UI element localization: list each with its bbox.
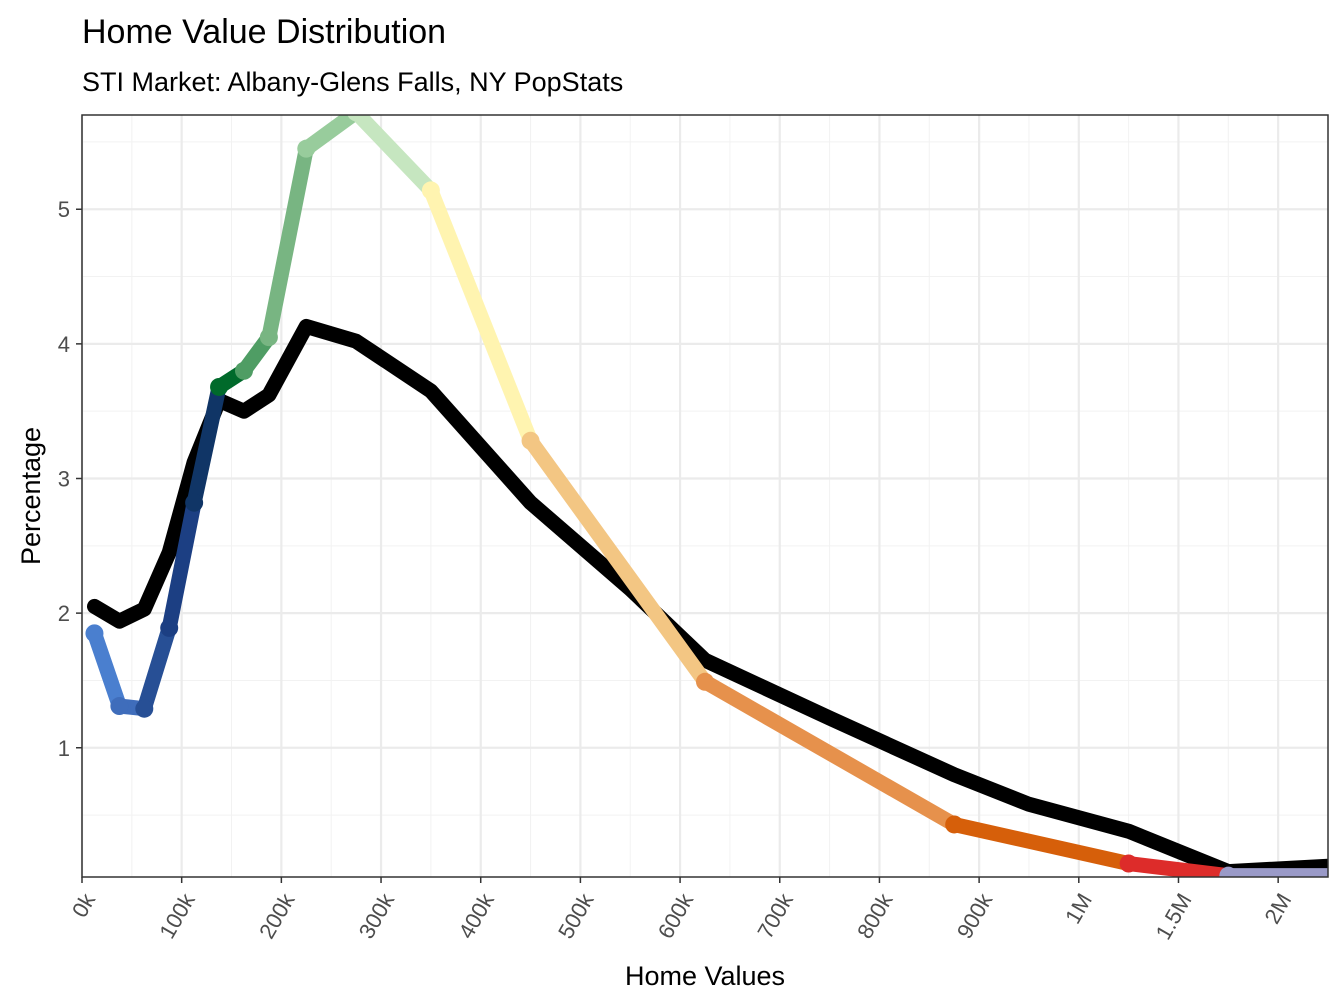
y-tick-label: 2 — [58, 601, 70, 626]
market-series-point — [135, 699, 154, 718]
market-series-point — [210, 377, 229, 396]
x-tick-label: 400k — [453, 888, 499, 943]
market-series-segment — [697, 674, 962, 832]
market-series-point — [1119, 854, 1138, 873]
x-tick-label: 800k — [852, 888, 898, 943]
x-tick-label: 300k — [354, 888, 400, 943]
chart-lines — [85, 115, 1328, 877]
chart-subtitle: STI Market: Albany-Glens Falls, NY PopSt… — [82, 67, 623, 97]
x-tick-label: 1.5M — [1151, 889, 1197, 944]
y-axis: 1 2 3 4 5 — [58, 197, 82, 761]
x-tick-label: 900k — [952, 888, 998, 943]
x-tick-label: 0k — [67, 888, 101, 921]
market-series-point — [696, 672, 714, 691]
x-tick-label: 200k — [254, 888, 300, 943]
market-series-point — [1219, 866, 1238, 877]
market-series-point — [234, 361, 253, 380]
market-series-segment — [1121, 856, 1236, 877]
y-axis-title: Percentage — [16, 427, 46, 565]
market-series-segment — [946, 816, 1137, 872]
market-series-point — [347, 115, 365, 122]
x-tick-label: 2M — [1259, 889, 1296, 928]
market-series-point — [521, 431, 540, 450]
market-series-point — [185, 493, 204, 512]
market-series-segment — [136, 620, 177, 717]
x-tick-label: 1M — [1060, 889, 1097, 928]
market-series-segment — [261, 141, 314, 345]
market-series-point — [259, 328, 278, 347]
market-series-point — [297, 139, 316, 158]
x-tick-label: 700k — [752, 888, 798, 943]
y-tick-label: 5 — [58, 197, 70, 222]
x-axis-title: Home Values — [625, 961, 785, 991]
x-tick-label: 100k — [154, 888, 200, 943]
market-series-segment — [349, 115, 439, 198]
market-series-segment — [161, 495, 202, 636]
y-tick-label: 4 — [58, 332, 70, 357]
market-series-point — [421, 181, 440, 200]
market-series-segment — [523, 433, 713, 690]
market-series-point — [160, 618, 179, 637]
plot-border — [81, 114, 1329, 878]
x-axis: 0k 100k 200k 300k 400k 500k 600k 700k 800k 900k 1M… — [67, 877, 1296, 944]
market-series-segment — [86, 625, 127, 714]
x-tick-label: 600k — [653, 888, 699, 943]
comparison-series-line — [87, 318, 1328, 877]
market-series-point — [110, 697, 129, 716]
market-series-segment — [186, 379, 227, 511]
market-series-point — [85, 624, 104, 643]
market-series-segment — [298, 115, 364, 157]
market-series-segment — [423, 182, 539, 449]
market-series-point — [945, 815, 964, 834]
x-tick-label: 500k — [553, 888, 599, 943]
y-tick-label: 3 — [58, 466, 70, 491]
chart-title: Home Value Distribution — [82, 13, 446, 51]
y-tick-label: 1 — [58, 736, 70, 761]
plot-panel — [82, 115, 1328, 877]
